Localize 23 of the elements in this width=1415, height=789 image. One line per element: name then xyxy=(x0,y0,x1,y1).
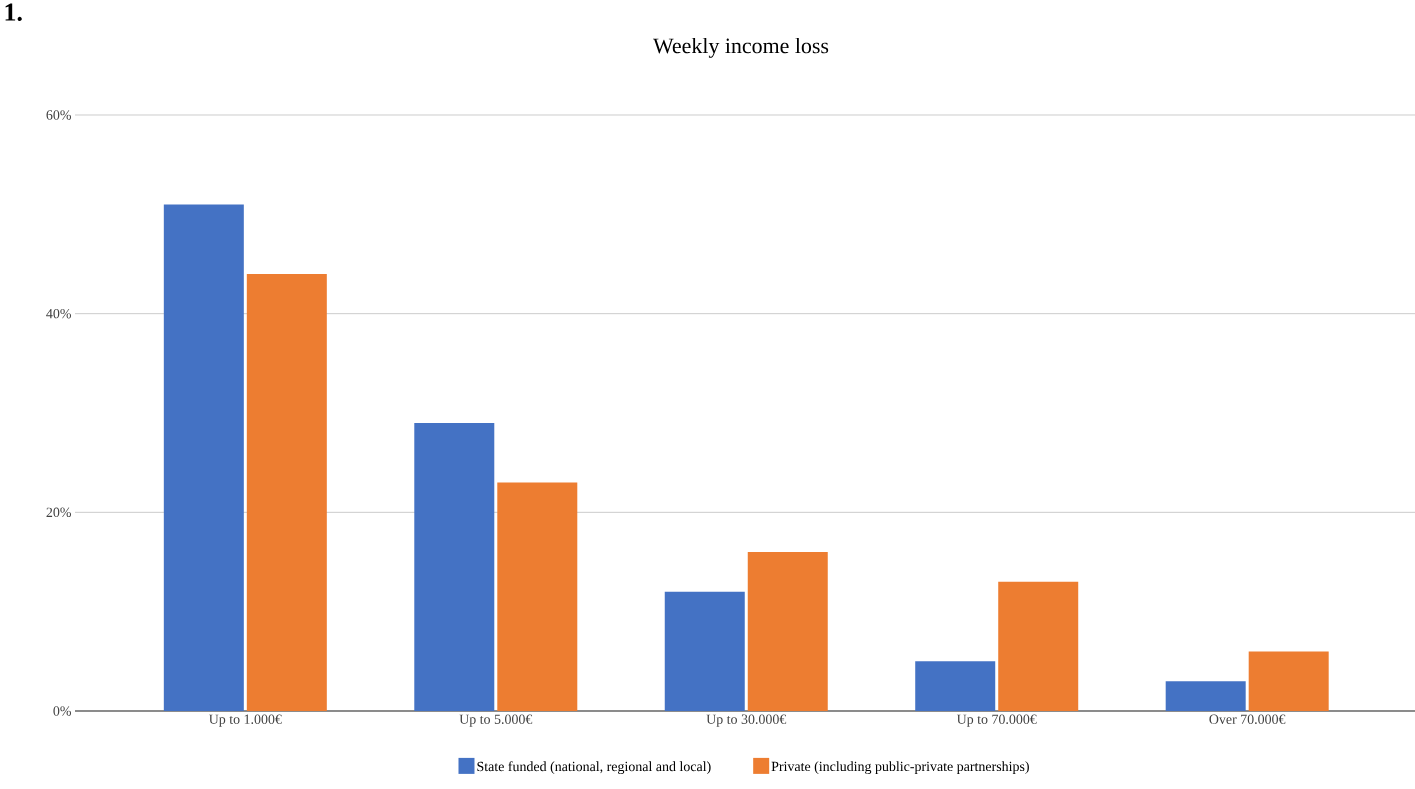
bar xyxy=(1165,681,1246,711)
bar xyxy=(497,482,578,711)
bar xyxy=(414,422,495,711)
text: 1. xyxy=(5,3,22,21)
y-tick-label: 20% xyxy=(46,507,71,518)
legend-label: State funded (national, regional and local) xyxy=(477,761,711,775)
bar xyxy=(1248,651,1329,711)
x-tick-label: Up to 30.000€ xyxy=(706,714,787,727)
bar xyxy=(664,591,745,711)
chart-title: Weekly income loss xyxy=(653,37,829,58)
bar xyxy=(246,273,327,711)
bar xyxy=(747,552,828,711)
bar xyxy=(915,661,996,711)
x-tick-label: Up to 70.000€ xyxy=(956,714,1037,727)
y-tick-label: 0% xyxy=(53,706,71,716)
bar xyxy=(998,581,1079,711)
y-tick-label: 60% xyxy=(46,110,71,120)
legend-label: Private (including public-private partnerships) xyxy=(771,761,1029,774)
y-tick-label: 40% xyxy=(46,308,71,319)
x-tick-label: Up to 5.000€ xyxy=(459,714,533,727)
x-tick-label: Over 70.000€ xyxy=(1209,714,1286,724)
x-tick-label: Up to 1.000€ xyxy=(209,714,282,727)
bar xyxy=(163,204,244,711)
